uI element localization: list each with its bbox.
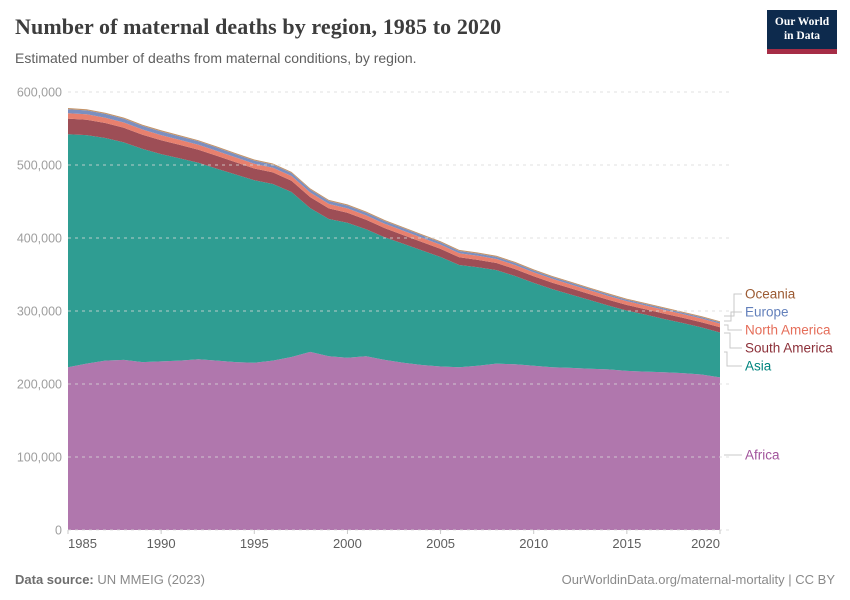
data-source-label: Data source: xyxy=(15,572,94,587)
chart-footer: Data source: UN MMEIG (2023) OurWorldinD… xyxy=(15,572,835,587)
y-axis-label-600000: 600,000 xyxy=(17,86,62,100)
page-title: Number of maternal deaths by region, 198… xyxy=(15,14,502,39)
owid-url-link[interactable]: OurWorldinData.org/maternal-mortality xyxy=(561,572,785,587)
y-axis-label-300000: 300,000 xyxy=(17,305,62,319)
x-axis-label-1990: 1990 xyxy=(147,536,176,551)
x-axis-label-2015: 2015 xyxy=(612,536,641,551)
data-source-value: UN MMEIG (2023) xyxy=(93,572,205,587)
legend-item-africa[interactable]: Africa xyxy=(745,447,780,463)
owid-logo-line1: Our World xyxy=(774,16,830,28)
area-africa[interactable] xyxy=(68,351,720,530)
legend-item-asia[interactable]: Asia xyxy=(745,358,772,374)
y-axis-label-0: 0 xyxy=(55,524,62,538)
x-axis-label-2010: 2010 xyxy=(519,536,548,551)
legend-item-south-america[interactable]: South America xyxy=(745,340,833,356)
legend-item-europe[interactable]: Europe xyxy=(745,304,789,320)
owid-logo-accent-bar xyxy=(767,48,837,54)
x-axis-label-2020: 2020 xyxy=(691,536,720,551)
chart-subtitle: Estimated number of deaths from maternal… xyxy=(15,50,417,66)
legend-connector-3 xyxy=(724,332,742,349)
legend-item-north-america[interactable]: North America xyxy=(745,322,831,338)
x-axis-label-2005: 2005 xyxy=(426,536,455,551)
legend-connector-4 xyxy=(724,351,742,367)
legend-connector-2 xyxy=(724,324,742,331)
y-axis-label-400000: 400,000 xyxy=(17,232,62,246)
y-axis-label-500000: 500,000 xyxy=(17,159,62,173)
attribution: OurWorldinData.org/maternal-mortality | … xyxy=(562,572,835,587)
legend-item-oceania[interactable]: Oceania xyxy=(745,286,796,302)
y-axis-label-200000: 200,000 xyxy=(17,378,62,392)
area-south-america[interactable] xyxy=(68,118,720,333)
x-axis-label-1995: 1995 xyxy=(240,536,269,551)
x-axis-label-1985: 1985 xyxy=(68,536,97,551)
legend-connector-0 xyxy=(724,293,742,317)
area-asia[interactable] xyxy=(68,134,720,378)
owid-logo-line2: in Data xyxy=(783,29,821,42)
license-separator: | xyxy=(784,572,796,587)
x-axis-label-2000: 2000 xyxy=(333,536,362,551)
data-source: Data source: UN MMEIG (2023) xyxy=(15,572,205,587)
license-badge: CC BY xyxy=(795,572,835,587)
legend-connector-1 xyxy=(724,311,742,322)
y-axis-label-100000: 100,000 xyxy=(17,451,62,465)
owid-logo[interactable]: Our World in Data xyxy=(767,10,837,54)
